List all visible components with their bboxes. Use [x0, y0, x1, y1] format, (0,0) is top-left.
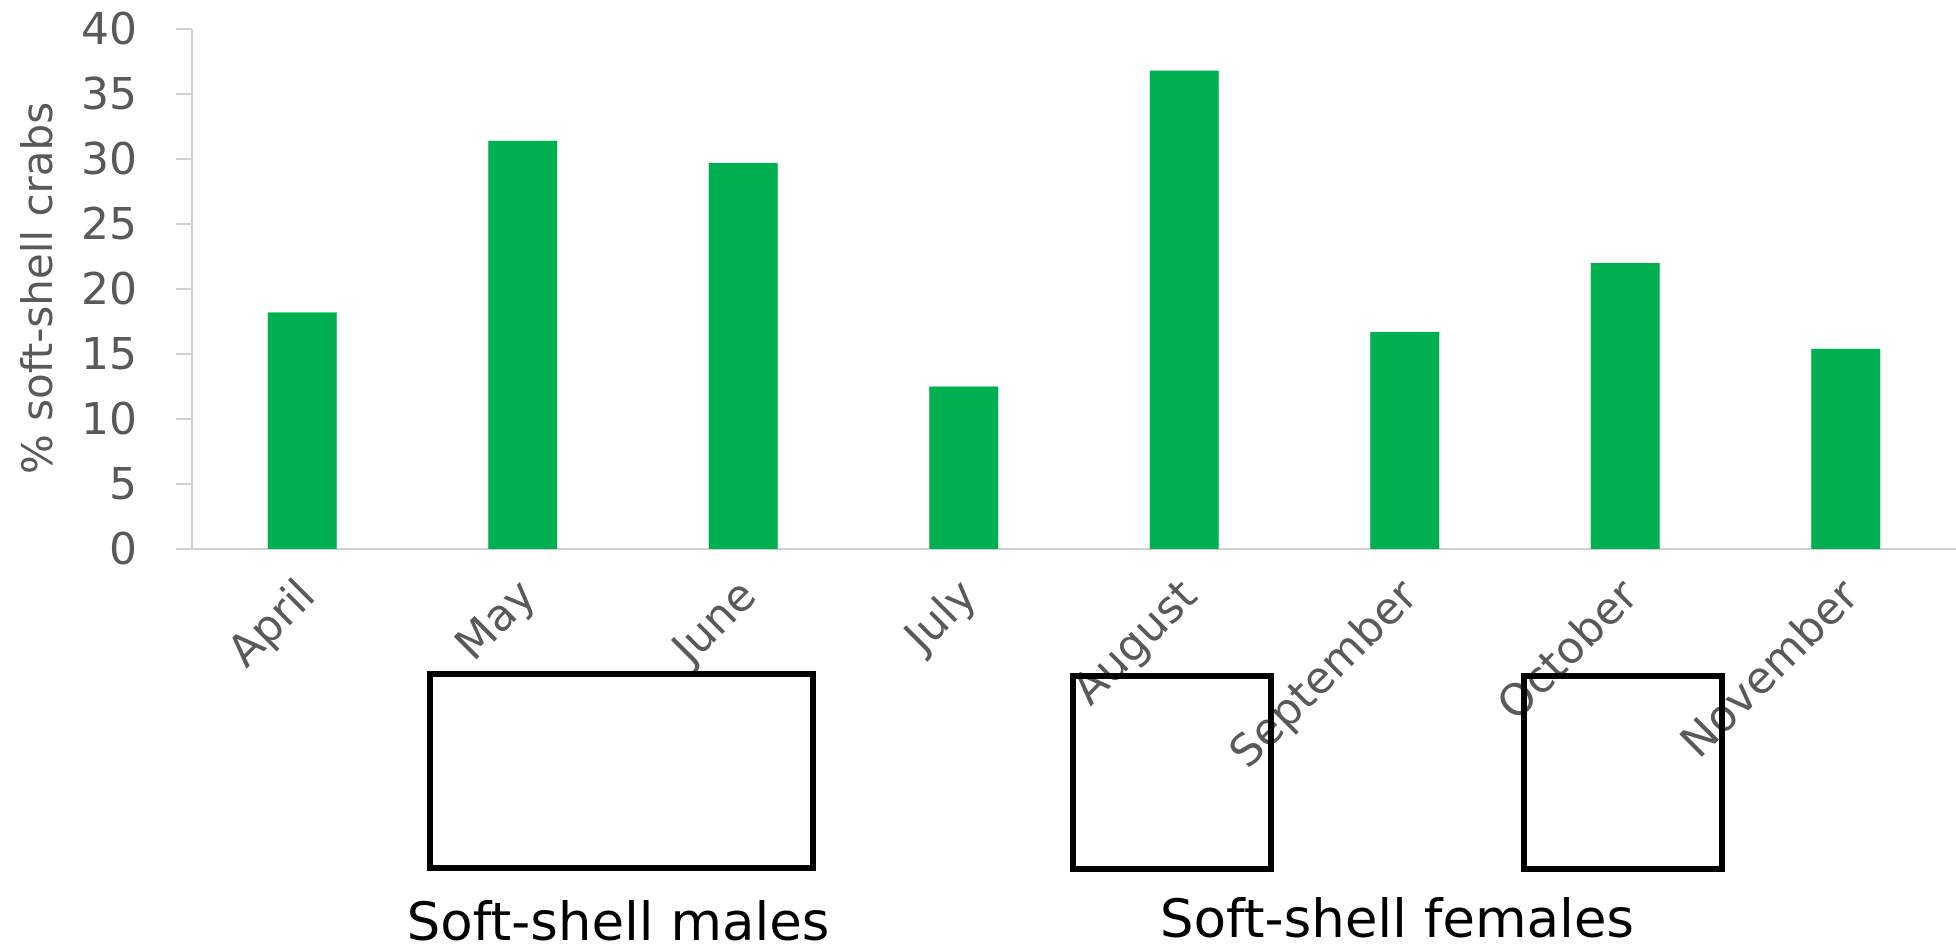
y-tick-label: 20	[81, 264, 137, 315]
x-tick-label: July	[892, 570, 986, 664]
x-tick-label: May	[445, 570, 545, 670]
y-tick-label: 40	[81, 4, 137, 55]
bar-october	[1590, 263, 1660, 549]
bar-may	[488, 140, 558, 550]
annotation-box	[1070, 673, 1274, 872]
bar-september	[1370, 331, 1440, 549]
y-tick-label: 10	[81, 394, 137, 445]
x-tick-label: April	[218, 570, 325, 677]
bar-june	[708, 162, 778, 549]
bar-november	[1811, 348, 1881, 549]
annotation-label: Soft-shell females	[1160, 889, 1634, 947]
y-tick-label: 30	[81, 134, 137, 185]
bar-august	[1149, 70, 1219, 549]
y-tick-label: 35	[81, 69, 137, 120]
annotation-box	[427, 671, 816, 871]
y-tick-label: 25	[81, 199, 137, 250]
x-tick-label: August	[1062, 570, 1207, 715]
bar-april	[267, 312, 337, 549]
y-tick-label: 0	[109, 524, 137, 575]
annotation-box	[1521, 673, 1725, 872]
annotation-label: Soft-shell males	[407, 892, 830, 947]
x-tick-label: November	[1671, 569, 1870, 768]
annotations: Soft-shell males Soft-shell females	[407, 671, 1725, 947]
x-tick-label: October	[1487, 569, 1648, 730]
y-axis: 0 5 10 15 20 25 30 35 40	[81, 4, 193, 575]
bars	[267, 70, 1881, 550]
y-tick-label: 5	[109, 459, 137, 510]
y-axis-title: % soft-shell crabs	[13, 102, 62, 474]
bar-july	[929, 386, 999, 549]
y-tick-label: 15	[81, 329, 137, 380]
x-tick-label: June	[660, 570, 766, 676]
